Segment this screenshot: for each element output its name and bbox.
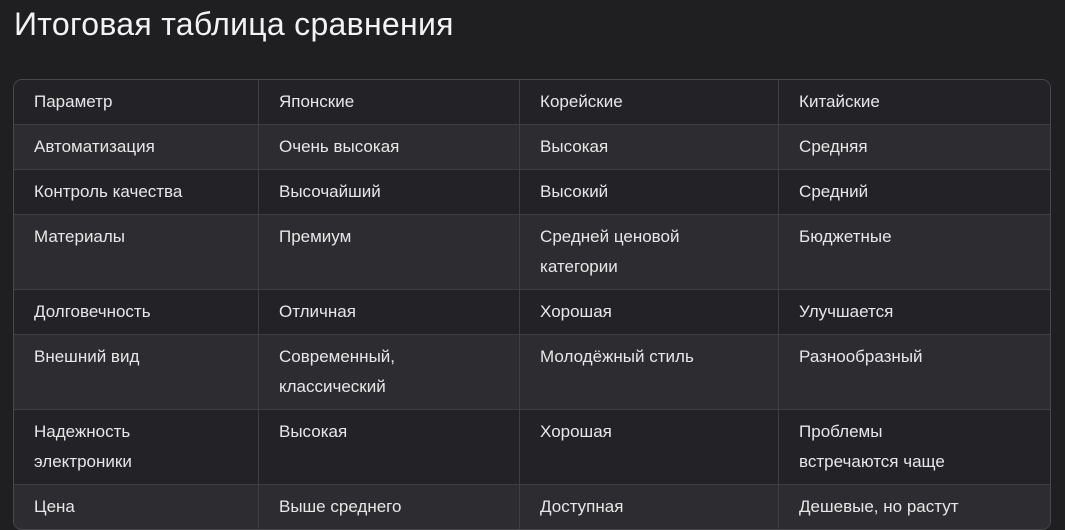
table-cell: Средней ценовой категории [519, 214, 780, 290]
table-cell: Проблемы встречаются чаще [778, 409, 1050, 485]
table-cell: Премиум [258, 214, 521, 290]
table-cell: Средний [778, 169, 1050, 215]
table-row-automation: Автоматизация Очень высокая Высокая Сред… [14, 124, 1050, 170]
table-cell: Хорошая [519, 409, 780, 485]
row-label: Цена [14, 484, 259, 529]
row-label: Надежность электроники [14, 409, 259, 485]
table-cell: Хорошая [519, 289, 780, 335]
table-cell: Молодёжный стиль [519, 334, 780, 410]
table-cell: Разнообразный [778, 334, 1050, 410]
column-header-korean: Корейские [519, 80, 780, 125]
row-label: Материалы [14, 214, 259, 290]
comparison-table: Параметр Японские Корейские Китайские Ав… [13, 79, 1051, 530]
table-row-quality-control: Контроль качества Высочайший Высокий Сре… [14, 169, 1050, 215]
row-label: Контроль качества [14, 169, 259, 215]
table-row-electronics-reliability: Надежность электроники Высокая Хорошая П… [14, 409, 1050, 485]
table-cell: Средняя [778, 124, 1050, 170]
table-cell: Доступная [519, 484, 780, 529]
table-cell: Высокая [519, 124, 780, 170]
table-row-durability: Долговечность Отличная Хорошая Улучшаетс… [14, 289, 1050, 335]
table-cell: Отличная [258, 289, 521, 335]
comparison-table-grid: Параметр Японские Корейские Китайские Ав… [14, 80, 1050, 529]
table-cell: Современный, классический [258, 334, 521, 410]
table-cell: Высочайший [258, 169, 521, 215]
row-label: Внешний вид [14, 334, 259, 410]
column-header-parameter: Параметр [14, 80, 259, 125]
table-cell: Улучшается [778, 289, 1050, 335]
table-cell: Бюджетные [778, 214, 1050, 290]
table-row-price: Цена Выше среднего Доступная Дешевые, но… [14, 484, 1050, 529]
table-row-appearance: Внешний вид Современный, классический Мо… [14, 334, 1050, 410]
table-cell: Выше среднего [258, 484, 521, 529]
column-header-chinese: Китайские [778, 80, 1050, 125]
table-cell: Очень высокая [258, 124, 521, 170]
table-row-materials: Материалы Премиум Средней ценовой катего… [14, 214, 1050, 290]
column-header-japanese: Японские [258, 80, 521, 125]
row-label: Автоматизация [14, 124, 259, 170]
table-cell: Дешевые, но растут [799, 497, 959, 516]
table-cell: Высокая [258, 409, 521, 485]
header-row: Параметр Японские Корейские Китайские [14, 80, 1050, 125]
row-label: Долговечность [14, 289, 259, 335]
page-title: Итоговая таблица сравнения [14, 6, 454, 42]
table-cell: Высокий [519, 169, 780, 215]
